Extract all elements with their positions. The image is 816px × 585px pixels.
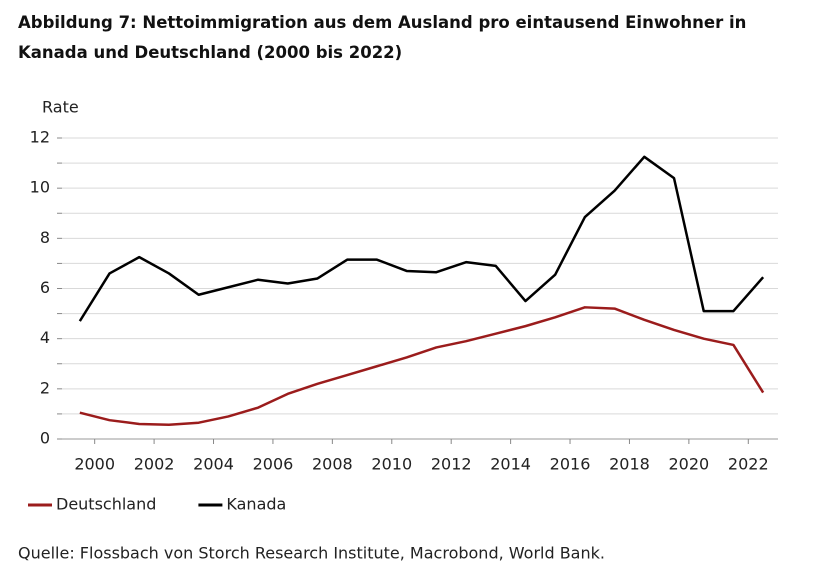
y-tick-label: 4 [40,328,50,347]
x-tick-label: 2004 [193,455,234,474]
x-tick-label: 2020 [669,455,710,474]
line-series [78,155,765,322]
x-tick-label: 2016 [550,455,591,474]
x-tick-label: 2010 [371,455,412,474]
y-tick-label: 10 [30,178,50,197]
y-tick-label: 2 [40,378,50,397]
y-tick-label: 0 [40,429,50,448]
x-tick-label: 2018 [609,455,650,474]
x-tick-label: 2008 [312,455,353,474]
x-tick-label: 2002 [134,455,175,474]
chart-title: Abbildung 7: Nettoimmigration aus dem Au… [18,13,747,62]
x-tick-label: 2022 [728,455,769,474]
x-tick-label: 2012 [431,455,472,474]
x-tick-label: 2014 [490,455,531,474]
legend-label: Kanada [226,495,286,514]
y-tick-label: 8 [40,228,50,247]
source: Quelle: Flossbach von Storch Research In… [18,544,605,563]
x-tick-label: 2006 [253,455,294,474]
y-tick-label: 6 [40,278,50,297]
x-tick-label: 2000 [74,455,115,474]
line-series [79,306,765,426]
y-axis-label: Rate [42,98,79,117]
y-tick-label: 12 [30,128,50,147]
legend-label: Deutschland [56,495,156,514]
